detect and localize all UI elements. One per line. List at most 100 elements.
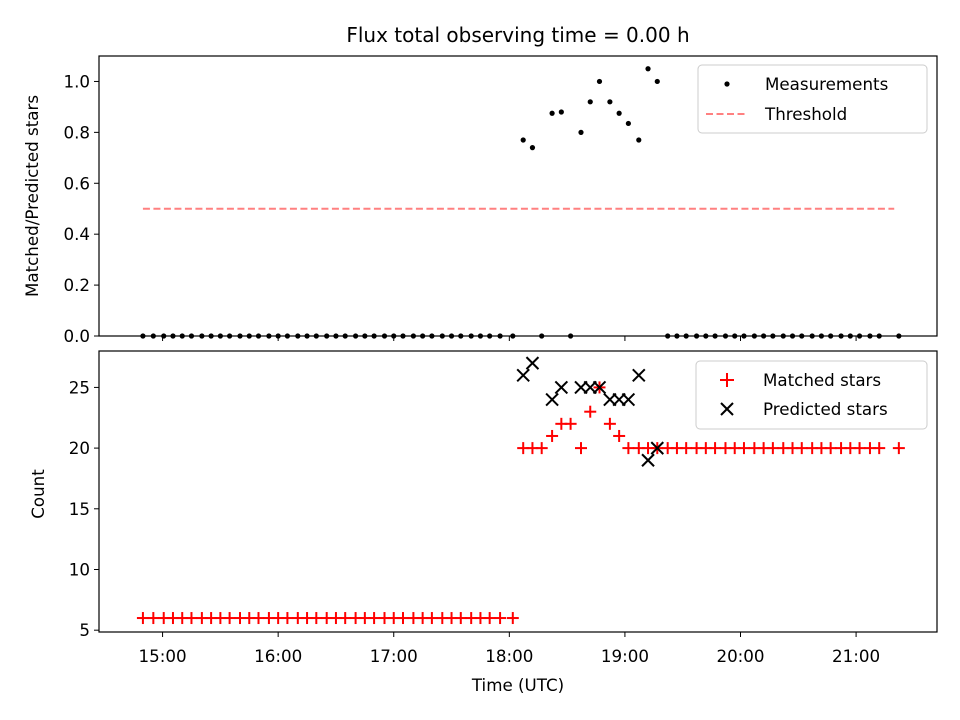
- matched-star-point: [564, 417, 577, 430]
- predicted-star-point: [650, 441, 664, 455]
- legend-threshold-label: Threshold: [764, 104, 847, 124]
- legend-matched-marker: [720, 373, 734, 387]
- predicted-star-b: [525, 356, 540, 370]
- predicted-star-b: [641, 453, 655, 467]
- predicted-star-b: [592, 380, 607, 395]
- predicted-star-point: [592, 380, 607, 395]
- matched-star-point: [546, 429, 559, 442]
- top-tick-marks: 0.0 0.2 0.4 0.6 0.8 1.0: [63, 71, 857, 346]
- x-tick-label: 16:00: [254, 646, 302, 666]
- matched-star-point: [252, 612, 265, 625]
- bottom-legend: Matched stars Predicted stars: [695, 360, 928, 430]
- top-legend: Measurements Threshold: [697, 64, 928, 134]
- predicted-star-point: [641, 453, 655, 467]
- matched-star-point: [709, 442, 722, 455]
- matched-star-point: [574, 442, 587, 455]
- bottom-tick-marks: 15:00 16:00 17:00 18:00 19:00 20:00 21:00 5 10 15…: [69, 377, 880, 666]
- matched-star-point: [535, 442, 548, 455]
- matched-star-point: [680, 442, 693, 455]
- x-tick-label: 18:00: [485, 646, 533, 666]
- matched-star-point: [584, 405, 597, 418]
- x-tick-label: 20:00: [716, 646, 764, 666]
- top-y-tick-label: 0.0: [63, 326, 90, 346]
- matched-star-point: [892, 442, 905, 455]
- matched-star-point: [339, 612, 352, 625]
- measurement-point: [549, 110, 555, 116]
- measurement-point: [636, 137, 642, 143]
- predicted-star-b: [554, 380, 569, 395]
- predicted-star-b: [650, 441, 664, 455]
- chart-title: Flux total observing time = 0.00 h: [346, 23, 689, 47]
- matched-star-point: [613, 429, 626, 442]
- matched-star-point: [603, 417, 616, 430]
- top-y-tick-label: 0.4: [63, 224, 90, 244]
- matched-star-point: [223, 612, 236, 625]
- legend-measurements-label: Measurements: [765, 74, 888, 94]
- measurement-point: [607, 99, 613, 105]
- measurement-point: [625, 120, 631, 127]
- predicted-star-point: [554, 380, 569, 395]
- matched-star-point: [622, 442, 635, 455]
- legend-predicted-marker: [720, 402, 734, 416]
- measurement-point: [520, 137, 526, 143]
- top-legend-box: [697, 64, 928, 134]
- x-tick-label: 19:00: [601, 646, 649, 666]
- matched-star-point: [454, 612, 467, 625]
- measurement-point: [529, 145, 536, 151]
- matched-star-point: [737, 442, 750, 455]
- bottom-y-tick-label: 15: [69, 499, 90, 519]
- matched-star-point: [147, 612, 160, 625]
- bottom-y-axis-label: Count: [28, 469, 48, 519]
- x-axis-label: Time (UTC): [471, 675, 564, 695]
- predicted-star-point: [632, 368, 646, 382]
- bottom-y-tick-label: 25: [69, 377, 90, 397]
- bottom-y-tick-label: 10: [69, 559, 90, 579]
- measurement-point: [587, 99, 593, 105]
- top-y-tick-label: 1.0: [63, 71, 90, 91]
- top-y-axis-label: Matched/Predicted stars: [22, 95, 42, 297]
- top-y-tick-label: 0.2: [63, 275, 90, 295]
- predicted-star-b: [621, 392, 636, 407]
- matched-star-point: [824, 442, 837, 455]
- matched-star-point: [483, 612, 496, 625]
- x-tick-label: 21:00: [832, 646, 880, 666]
- top-axes-frame: [98, 55, 938, 337]
- predicted-star-point: [621, 392, 636, 407]
- predicted-star-point: [516, 368, 530, 382]
- predicted-star-point: [525, 356, 540, 370]
- bottom-y-tick-label: 5: [79, 620, 90, 640]
- matched-star-point: [506, 612, 519, 625]
- measurement-point: [578, 129, 584, 135]
- bottom-legend-box: [695, 360, 928, 430]
- matched-star-point: [494, 612, 507, 625]
- matched-star-point: [310, 612, 323, 625]
- measurement-point: [654, 78, 660, 85]
- bottom-axes-frame: [98, 350, 938, 633]
- x-tick-label: 15:00: [139, 646, 187, 666]
- matched-star-point: [396, 612, 409, 625]
- predicted-star-b: [632, 368, 646, 382]
- legend-measurements-marker: [724, 81, 730, 87]
- matched-star-point: [873, 442, 886, 455]
- measurement-point: [558, 109, 564, 115]
- matched-star-point: [185, 612, 198, 625]
- matched-star-point: [853, 442, 866, 455]
- bottom-axes: 15:00 16:00 17:00 18:00 19:00 20:00 21:00 5 10 15…: [28, 350, 938, 695]
- matched-star-point: [281, 612, 294, 625]
- legend-predicted-label: Predicted stars: [763, 399, 888, 419]
- matched-star-point: [368, 612, 381, 625]
- legend-matched-label: Matched stars: [763, 370, 881, 390]
- x-tick-label: 17:00: [370, 646, 418, 666]
- matched-star-point: [425, 612, 438, 625]
- measurement-point: [616, 110, 622, 116]
- top-axes: 0.0 0.2 0.4 0.6 0.8 1.0 Matched/Predicted sta…: [22, 55, 938, 346]
- predicted-star-b: [545, 392, 559, 407]
- bottom-y-tick-label: 20: [69, 438, 90, 458]
- bottom-data-marks: [136, 356, 905, 625]
- matched-star-point: [795, 442, 808, 455]
- measurement-point: [645, 66, 651, 72]
- top-y-tick-label: 0.8: [63, 122, 90, 142]
- predicted-star-b: [516, 368, 530, 382]
- measurement-point: [596, 78, 603, 85]
